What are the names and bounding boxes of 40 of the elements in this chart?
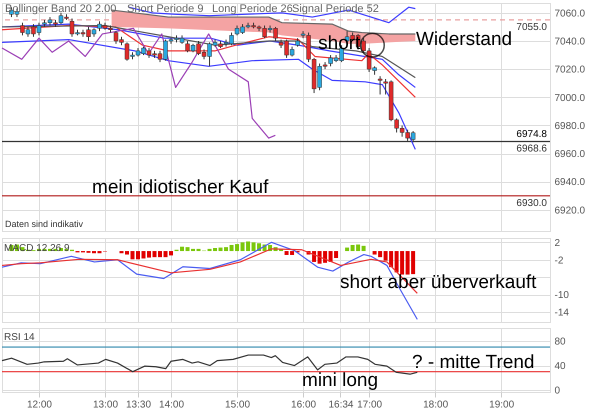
x-tick-label: 19:00 bbox=[489, 400, 515, 410]
y-tick-label: -14 bbox=[554, 307, 570, 318]
annotation: 6974.8 bbox=[516, 129, 548, 140]
ref-line-label: 6968.6 bbox=[516, 143, 548, 154]
annotation: Widerstand bbox=[416, 29, 512, 50]
y-tick-label: 6960.0 bbox=[554, 149, 586, 160]
x-tick-label: 18:00 bbox=[423, 400, 449, 410]
annotation: Daten sind indikativ bbox=[5, 219, 84, 229]
x-tick-label: 13:00 bbox=[92, 400, 118, 410]
y-tick-label: 7020.0 bbox=[554, 64, 586, 76]
annotation: RSI 14 bbox=[4, 332, 36, 343]
y-tick-label: 2 bbox=[554, 238, 560, 249]
y-tick-label: 40 bbox=[554, 361, 566, 372]
annotation: Signal Periode 52 bbox=[292, 3, 379, 15]
y-tick-label: 6920.0 bbox=[554, 205, 586, 216]
line-series bbox=[1, 28, 276, 139]
line-series bbox=[1, 24, 416, 78]
x-tick-label: 15:00 bbox=[225, 400, 250, 410]
annotation: ? - mitte Trend bbox=[412, 352, 534, 373]
ref-line-label: 6930.0 bbox=[516, 198, 548, 209]
x-tick-label: 12:00 bbox=[26, 400, 52, 410]
y-tick-label: 0 bbox=[554, 386, 560, 397]
annotation: Long Periode 26 bbox=[212, 3, 293, 15]
y-tick-label: -2 bbox=[554, 255, 564, 266]
x-tick-label: 16:34 bbox=[328, 400, 354, 410]
y-tick-label: 7000.0 bbox=[554, 92, 586, 104]
annotation: mini long bbox=[302, 370, 378, 391]
annotation: mein idiotischer Kauf bbox=[92, 177, 270, 198]
y-tick-label: 7060.0 bbox=[554, 8, 586, 20]
x-tick-label: 17:00 bbox=[357, 400, 383, 410]
x-tick-label: 13:30 bbox=[126, 400, 152, 410]
y-tick-label: 6940.0 bbox=[554, 177, 586, 188]
candlestick bbox=[378, 76, 382, 95]
y-tick-label: 80 bbox=[554, 336, 566, 348]
x-tick-label: 14:00 bbox=[159, 400, 184, 410]
y-tick-label: 6980.0 bbox=[554, 120, 586, 132]
x-tick-label: 16:00 bbox=[291, 400, 317, 410]
ref-line-label: 7055.0 bbox=[516, 22, 548, 33]
y-tick-label: -10 bbox=[554, 290, 570, 302]
y-tick-label: 7040.0 bbox=[554, 36, 586, 48]
